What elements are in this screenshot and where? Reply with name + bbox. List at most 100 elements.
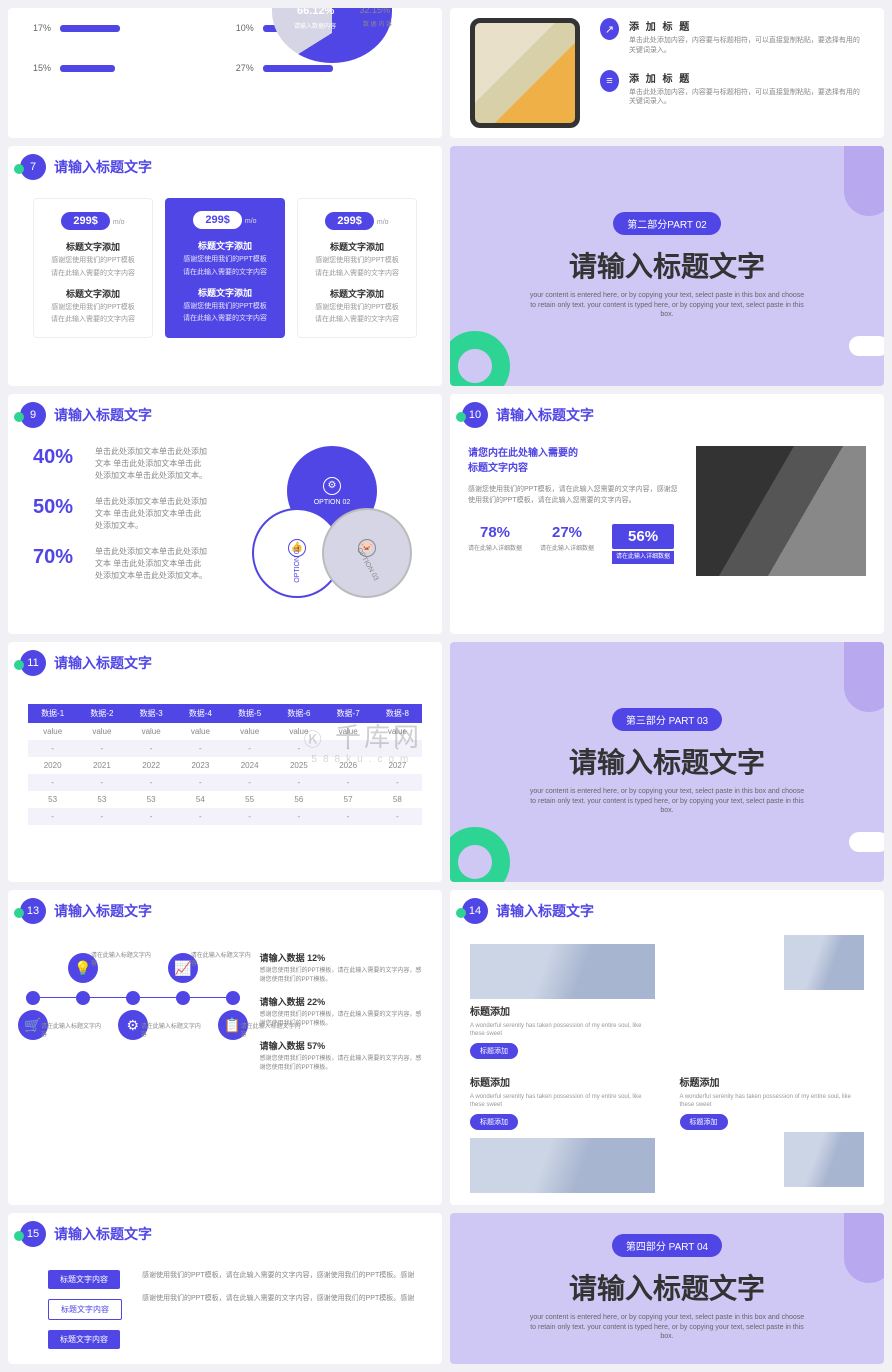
slide-phone-features: ↗ 添 加 标 题单击此处添加内容，内容要与标题相符，可以直接复制粘贴，要选择有… — [450, 8, 884, 138]
price-card-featured: 299$m/o 标题文字添加 感谢您使用我们的PPT模板 请在此输入需要的文字内… — [165, 198, 285, 338]
slide-11-table: 11 请输入标题文字 数据-1数据-2数据-3数据-4数据-5数据-6数据-7数… — [8, 642, 442, 882]
timeline-label: 请在此输入标题文字内容 — [91, 953, 151, 969]
slides-grid: 66.12% 请输入数据内容 32.15% 数 据 内 容 17% 10% 15… — [0, 0, 892, 1372]
slide-7-pricing: 7 请输入标题文字 299$m/o 标题文字添加 感谢您使用我们的PPT模板 请… — [8, 146, 442, 386]
table-row: -------- — [28, 808, 422, 825]
flow-desc: 感谢使用我们的PPT模板，请在此输入需要的文字内容，感谢使用我们的PPT模板。感… — [142, 1270, 420, 1349]
slide-title: 请输入标题文字 — [54, 405, 152, 425]
flow-tag-outline: 标题文字内容 — [48, 1299, 122, 1320]
quad-item: 标题添加 A wonderful serenity has taken poss… — [470, 944, 655, 1059]
data-heading: 请输入数据 22% — [260, 995, 424, 1008]
table-header: 数据-7 — [324, 704, 373, 723]
slide-title: 请输入标题文字 — [54, 1224, 152, 1244]
section-badge: 第二部分PART 02 — [613, 212, 720, 235]
content-desc: 感谢您使用我们的PPT模板，请在此输入您需要的文字内容，感谢您使用我们的PPT模… — [468, 484, 681, 506]
timeline-label: 请在此输入标题文字内容 — [241, 1024, 301, 1040]
timeline-node: 💡请在此输入标题文字内容 — [76, 991, 90, 1005]
data-table: 数据-1数据-2数据-3数据-4数据-5数据-6数据-7数据-8 valueva… — [28, 704, 422, 825]
timeline-label: 请在此输入标题文字内容 — [191, 953, 251, 969]
timeline-node: ⚙请在此输入标题文字内容 — [126, 991, 140, 1005]
quad-item: 标题添加 A wonderful serenity has taken poss… — [470, 1074, 655, 1193]
section-title: 请输入标题文字 — [569, 741, 765, 781]
venn-diagram: ⚙OPTION 02 👍OPTION 01 🐷OPTION 03 — [252, 446, 412, 606]
slide-14-quad: 14 请输入标题文字 标题添加 A wonderful serenity has… — [450, 890, 884, 1205]
table-row: 5353535455565758 — [28, 791, 422, 808]
deco-ring-icon — [450, 331, 510, 386]
pie-sec-pct: 32.15% — [359, 8, 390, 15]
laptop-photo-icon — [696, 446, 866, 576]
feature-item: ≡ 添 加 标 题单击此处添加内容，内容要与标题相符，可以直接复制粘贴，要选择有… — [600, 70, 864, 108]
slide-15-flow: 15 请输入标题文字 标题文字内容 标题文字内容 标题文字内容 感谢使用我们的P… — [8, 1213, 442, 1364]
gear-icon: ⚙ — [323, 477, 341, 495]
slide-title: 请输入标题文字 — [54, 653, 152, 673]
team-photo-icon — [784, 1132, 864, 1187]
section-badge: 第四部分 PART 04 — [612, 1234, 722, 1257]
table-row: -------- — [28, 774, 422, 791]
section-3-divider: 第三部分 PART 03 请输入标题文字 your content is ent… — [450, 642, 884, 882]
deco-blob-icon — [844, 642, 884, 712]
layers-icon: ≡ — [600, 70, 619, 92]
meeting-photo-icon — [470, 944, 655, 999]
quad-item — [784, 1132, 864, 1187]
calc-photo-icon — [784, 935, 864, 990]
tag-button[interactable]: 标题添加 — [680, 1114, 728, 1130]
deco-blob-icon — [844, 146, 884, 216]
section-subtitle: your content is entered here, or by copy… — [527, 787, 807, 816]
slide-number-badge: 14 — [462, 898, 488, 924]
section-4-divider: 第四部分 PART 04 请输入标题文字 your content is ent… — [450, 1213, 884, 1364]
deco-blob-icon — [844, 1213, 884, 1283]
phone-mock-icon — [470, 18, 580, 128]
slide-number-badge: 15 — [20, 1221, 46, 1247]
timeline-node: 📋请在此输入标题文字内容 — [226, 991, 240, 1005]
section-title: 请输入标题文字 — [569, 1267, 765, 1307]
pie-chart: 66.12% 请输入数据内容 32.15% 数 据 内 容 — [272, 8, 402, 63]
pie-sec-sub: 数 据 内 容 — [363, 19, 392, 28]
slide-number-badge: 9 — [20, 402, 46, 428]
data-text: 感谢您使用我们的PPT模板，请在此输入需要的文字内容，感谢您使用我们的PPT模板… — [260, 967, 424, 985]
table-row: 20202021202220232024202520262027 — [28, 757, 422, 774]
table-header: 数据-3 — [127, 704, 176, 723]
section-subtitle: your content is entered here, or by copy… — [527, 291, 807, 320]
price-card: 299$m/o 标题文字添加 感谢您使用我们的PPT模板 请在此输入需要的文字内… — [33, 198, 153, 338]
data-text: 感谢您使用我们的PPT模板，请在此输入需要的文字内容，感谢您使用我们的PPT模板… — [260, 1055, 424, 1073]
timeline-label: 请在此输入标题文字内容 — [41, 1024, 101, 1040]
tag-button[interactable]: 标题添加 — [470, 1043, 518, 1059]
slide-10-stats: 10 请输入标题文字 请您内在此处输入需要的 标题文字内容 感谢您使用我们的PP… — [450, 394, 884, 634]
table-header: 数据-8 — [373, 704, 422, 723]
chart-photo-icon — [470, 1138, 655, 1193]
table-row: -------- — [28, 740, 422, 757]
flow-tag: 标题文字内容 — [48, 1330, 120, 1349]
timeline-node: 📈请在此输入标题文字内容 — [176, 991, 190, 1005]
deco-ring-icon — [450, 827, 510, 882]
table-header: 数据-1 — [28, 704, 77, 723]
feature-item: ↗ 添 加 标 题单击此处添加内容，内容要与标题相符，可以直接复制粘贴，要选择有… — [600, 18, 864, 56]
slide-title: 请输入标题文字 — [54, 901, 152, 921]
slide-13-timeline: 13 请输入标题文字 🛒请在此输入标题文字内容💡请在此输入标题文字内容⚙请在此输… — [8, 890, 442, 1205]
deco-pill-icon — [849, 832, 884, 852]
section-badge: 第三部分 PART 03 — [612, 708, 722, 731]
slide-title: 请输入标题文字 — [54, 157, 152, 177]
data-heading: 请输入数据 57% — [260, 1039, 424, 1052]
slide-title: 请输入标题文字 — [496, 901, 594, 921]
timeline-label: 请在此输入标题文字内容 — [141, 1024, 201, 1040]
flow-tag: 标题文字内容 — [48, 1270, 120, 1289]
bar-item: 17% — [33, 23, 206, 33]
quad-item — [784, 935, 864, 990]
slide-number-badge: 11 — [20, 650, 46, 676]
price-card: 299$m/o 标题文字添加 感谢您使用我们的PPT模板 请在此输入需要的文字内… — [297, 198, 417, 338]
deco-pill-icon — [849, 336, 884, 356]
tag-button[interactable]: 标题添加 — [470, 1114, 518, 1130]
pie-main-pct: 66.12% — [297, 8, 334, 17]
timeline-node: 🛒请在此输入标题文字内容 — [26, 991, 40, 1005]
cursor-icon: ↗ — [600, 18, 619, 40]
bar-item: 27% — [236, 63, 409, 73]
pie-main-sub: 请输入数据内容 — [294, 21, 336, 30]
bar-item: 15% — [33, 63, 206, 73]
section-title: 请输入标题文字 — [569, 245, 765, 285]
table-header: 数据-6 — [274, 704, 323, 723]
table-header: 数据-5 — [225, 704, 274, 723]
section-subtitle: your content is entered here, or by copy… — [527, 1313, 807, 1342]
slide-number-badge: 10 — [462, 402, 488, 428]
table-header: 数据-2 — [77, 704, 126, 723]
slide-9-venn: 9 请输入标题文字 40%单击此处添加文本单击此处添加文本 单击此处添加文本单击… — [8, 394, 442, 634]
